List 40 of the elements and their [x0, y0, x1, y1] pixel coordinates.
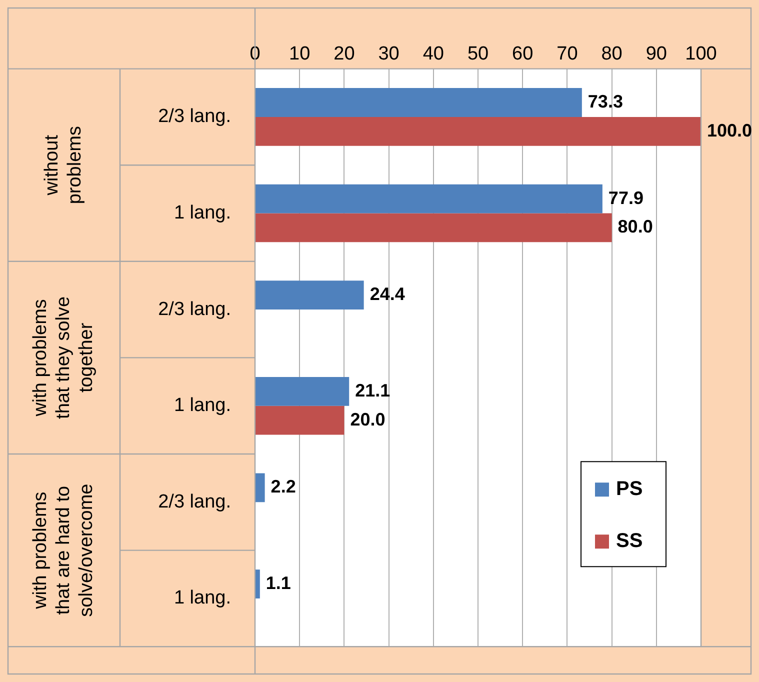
- bar: [256, 184, 602, 214]
- bar: [256, 570, 260, 598]
- y-tick-label: 2/3 lang.: [158, 491, 231, 512]
- x-tick-label: 30: [378, 44, 400, 65]
- legend-label: SS: [616, 530, 643, 552]
- data-label: 80.0: [618, 216, 653, 237]
- bar: [256, 213, 612, 242]
- bar: [256, 473, 265, 502]
- y-tick-label: 1 lang.: [174, 202, 231, 224]
- x-tick-label: 0: [250, 44, 260, 65]
- data-label: 20.0: [350, 409, 386, 430]
- x-tick-label: 20: [334, 44, 355, 65]
- x-tick-label: 50: [467, 44, 489, 65]
- data-label: 77.9: [608, 188, 644, 208]
- text: without problems: [42, 126, 86, 204]
- text: with problems that are hard to solve/overcome: [30, 484, 98, 617]
- x-tick-label: 70: [556, 44, 578, 65]
- legend-label: PS: [616, 478, 643, 500]
- y-tick-label: 2/3 lang.: [158, 298, 231, 320]
- y-tick-label: 1 lang.: [174, 588, 231, 609]
- y-tick-label: 2/3 lang.: [158, 106, 231, 128]
- x-tick-label: 100: [685, 44, 717, 65]
- bar: [256, 376, 350, 406]
- bar: [256, 116, 701, 146]
- x-tick-label: 80: [601, 44, 622, 65]
- data-label: 100.0: [707, 120, 752, 140]
- data-label: 73.3: [588, 91, 623, 112]
- data-label: 1.1: [266, 572, 291, 593]
- data-label: 21.1: [355, 380, 390, 400]
- bar: [256, 406, 344, 435]
- data-label: 24.4: [370, 284, 405, 304]
- x-tick-label: 40: [422, 44, 444, 65]
- bar: [256, 280, 364, 310]
- x-tick-label: 10: [289, 44, 310, 65]
- x-tick-label: 60: [512, 44, 534, 65]
- y-tick-label: 1 lang.: [174, 395, 231, 416]
- bar: [256, 88, 582, 117]
- x-tick-label: 90: [646, 44, 667, 65]
- data-label: 2.2: [270, 476, 296, 497]
- text: with problems that they solve together: [30, 296, 98, 419]
